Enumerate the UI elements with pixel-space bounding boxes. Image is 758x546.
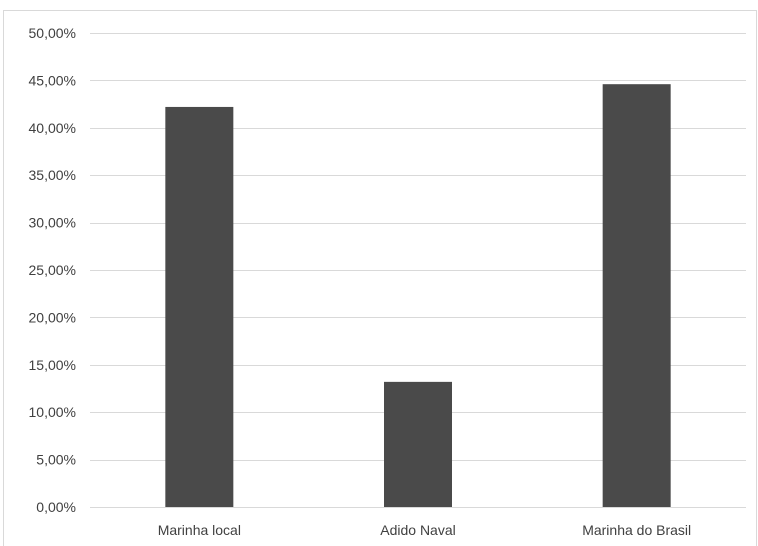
y-axis-tick-labels: 0,00% 5,00% 10,00% 15,00% 20,00% 25,00% 30,00%…: [29, 25, 76, 515]
y-tick-label: 0,00%: [36, 499, 76, 515]
x-category-label: Marinha do Brasil: [582, 522, 691, 538]
y-tick-label: 10,00%: [29, 404, 76, 420]
x-axis-category-labels: Marinha local Adido Naval Marinha do Brasi…: [158, 522, 691, 538]
y-tick-label: 5,00%: [36, 452, 76, 468]
bars: [165, 84, 671, 507]
y-tick-label: 25,00%: [29, 262, 76, 278]
y-tick-label: 50,00%: [29, 25, 76, 41]
x-category-label: Marinha local: [158, 522, 241, 538]
bar-adido-naval: [384, 381, 452, 507]
y-tick-label: 35,00%: [29, 167, 76, 183]
y-tick-label: 40,00%: [29, 120, 76, 136]
y-tick-label: 45,00%: [29, 72, 76, 88]
bar-marinha-local: [165, 106, 234, 507]
y-tick-label: 30,00%: [29, 215, 76, 231]
bar-marinha-do-brasil: [602, 84, 671, 507]
x-category-label: Adido Naval: [380, 522, 456, 538]
y-tick-label: 20,00%: [29, 309, 76, 325]
y-tick-label: 15,00%: [29, 357, 76, 373]
